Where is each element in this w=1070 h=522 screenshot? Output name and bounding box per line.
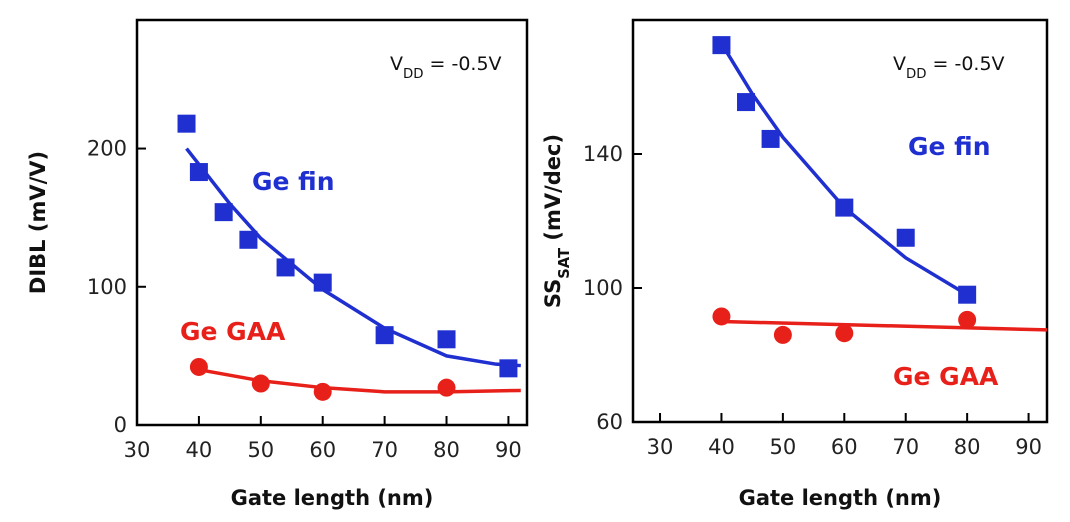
fit-line: [185, 147, 521, 368]
data-point: [177, 114, 196, 133]
data-point: [737, 93, 756, 112]
data-point: [251, 374, 270, 393]
x-tick-label: 60: [831, 435, 858, 459]
x-tick-label: 70: [892, 435, 919, 459]
data-point: [437, 330, 456, 349]
data-point: [835, 198, 854, 217]
data-point: [712, 36, 731, 55]
y-axis-title-main: SS: [541, 279, 565, 308]
annotation: VDD = -0.5V: [390, 53, 502, 82]
annotation-main: V: [893, 53, 906, 75]
fit-line: [198, 367, 521, 394]
x-tick-label: 80: [433, 438, 460, 462]
y-tick-label: 0: [114, 413, 127, 437]
y-tick-label: 200: [87, 137, 127, 161]
y-axis-title-sub: SAT: [556, 248, 573, 279]
x-tick-label: 60: [309, 438, 336, 462]
y-tick-label: 100: [583, 276, 623, 300]
data-point: [276, 258, 295, 277]
series-label: Ge fin: [908, 132, 991, 161]
data-point: [437, 378, 456, 397]
x-tick-label: 90: [1015, 435, 1042, 459]
x-tick-label: 40: [186, 438, 213, 462]
y-tick-label: 100: [87, 275, 127, 299]
x-tick-label: 80: [954, 435, 981, 459]
x-tick-label: 30: [647, 435, 674, 459]
data-point: [712, 307, 731, 326]
data-point: [375, 326, 394, 345]
data-point: [499, 359, 518, 378]
x-tick-label: 30: [124, 438, 151, 462]
y-tick-label: 60: [596, 410, 623, 434]
fit-line: [719, 42, 969, 297]
x-axis-title: Gate length (nm): [739, 486, 942, 510]
annotation-sub: DD: [906, 67, 926, 82]
x-tick-label: 90: [495, 438, 522, 462]
series-label: Ge fin: [252, 167, 335, 196]
y-tick-label: 140: [583, 142, 623, 166]
data-point: [835, 324, 854, 343]
series-label: Ge GAA: [893, 362, 999, 391]
annotation-rest: = -0.5V: [423, 53, 501, 75]
data-point: [189, 357, 208, 376]
data-point: [214, 203, 233, 222]
plot-frame: [631, 18, 1049, 424]
data-point: [761, 129, 780, 148]
annotation-rest: = -0.5V: [926, 53, 1004, 75]
series-label: Ge GAA: [180, 317, 286, 346]
data-point: [313, 273, 332, 292]
x-tick-label: 40: [708, 435, 735, 459]
y-axis-title: DIBL (mV/V): [26, 151, 50, 294]
annotation-main: V: [390, 53, 403, 75]
x-axis-title: Gate length (nm): [231, 486, 434, 510]
annotation-sub: DD: [403, 67, 423, 82]
x-tick-label: 70: [371, 438, 398, 462]
annotation: VDD = -0.5V: [893, 53, 1005, 82]
y-axis-title: SSSAT (mV/dec): [541, 134, 573, 308]
data-point: [239, 230, 258, 249]
fit-line: [721, 319, 1048, 332]
data-point: [958, 310, 977, 329]
data-point: [958, 285, 977, 304]
x-tick-label: 50: [247, 438, 274, 462]
plot-frame: [135, 18, 529, 427]
data-point: [773, 325, 792, 344]
y-axis-title-rest: (mV/dec): [541, 134, 565, 248]
x-tick-label: 50: [770, 435, 797, 459]
data-point: [896, 228, 915, 247]
data-point: [313, 382, 332, 401]
data-point: [189, 163, 208, 182]
